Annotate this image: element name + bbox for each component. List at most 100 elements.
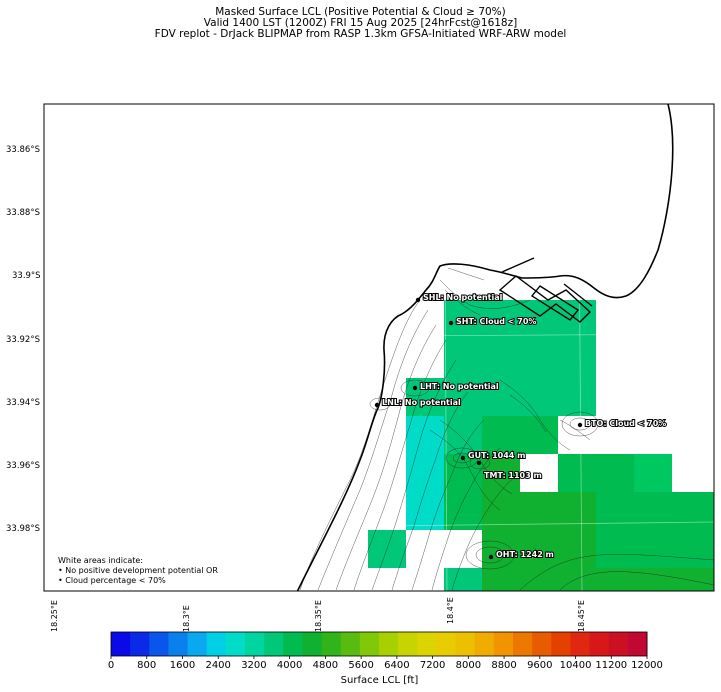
lcl-cell — [634, 454, 672, 492]
lcl-cell — [558, 454, 634, 492]
lon-tick-label: 18.25°E — [50, 600, 59, 632]
colorbar-tick-label: 6400 — [384, 660, 410, 671]
colorbar-swatch — [589, 632, 610, 656]
station-label-lnl: LNL: No potential — [382, 398, 461, 407]
colorbar-swatch — [206, 632, 227, 656]
title-line-2: Valid 1400 LST (1200Z) FRI 15 Aug 2025 [… — [203, 17, 518, 29]
colorbar-frame — [110, 631, 648, 657]
colorbar-swatch — [532, 632, 552, 656]
lcl-cell — [596, 530, 714, 568]
station-label-shl: SHL: No potential — [423, 293, 503, 302]
colorbar-title: Surface LCL [ft] — [340, 675, 419, 686]
lcl-cell — [482, 530, 596, 568]
colorbar-swatch — [283, 632, 303, 656]
lat-tick-label: 33.96°S — [6, 461, 40, 471]
colorbar-tick-label: 9600 — [527, 660, 553, 671]
map-plot-area: SHL: No potential SHT: Cloud < 70% LHT: … — [44, 104, 714, 591]
lon-tick-label: 18.3°E — [182, 605, 191, 632]
colorbar-tick-label: 8800 — [491, 660, 517, 671]
station-dot-sht — [448, 320, 454, 326]
colorbar-swatch — [493, 632, 514, 656]
colorbar-swatch — [513, 632, 533, 656]
colorbar-tick-label: 8000 — [455, 660, 482, 671]
colorbar-swatch — [302, 632, 323, 656]
colorbar-tick-label: 1600 — [169, 660, 196, 671]
station-label-oht: OHT: 1242 m — [496, 550, 554, 559]
harbour-breakwaters — [498, 257, 593, 323]
coastline — [296, 104, 674, 591]
lcl-cell — [482, 568, 714, 591]
colorbar-tick-label: 2400 — [205, 660, 231, 671]
lcl-cell — [596, 492, 714, 530]
station-label-bto: BTO: Cloud < 70% — [585, 419, 666, 428]
station-dot-gut — [460, 455, 466, 461]
station-markers — [374, 297, 583, 560]
colorbar-tick-label: 4800 — [312, 660, 339, 671]
colorbar-swatch — [627, 632, 648, 656]
colorbar-swatch — [436, 632, 457, 656]
lat-tick-label: 33.94°S — [6, 398, 40, 408]
station-label-lht: LHT: No potential — [420, 382, 499, 391]
title-line-1: Masked Surface LCL (Positive Potential &… — [215, 6, 506, 18]
colorbar-swatch — [264, 632, 284, 656]
colorbar-swatch — [321, 632, 342, 656]
lcl-cell — [444, 340, 596, 378]
legend-note-item: • Cloud percentage < 70% — [58, 576, 166, 585]
colorbar-swatch — [570, 632, 591, 656]
station-label-gut: GUT: 1044 m — [468, 451, 525, 460]
colorbar-swatch — [225, 632, 246, 656]
station-dot-shl — [415, 297, 421, 303]
colorbar-swatch — [187, 632, 208, 656]
lat-tick-label: 33.88°S — [6, 208, 40, 218]
colorbar-swatch — [168, 632, 189, 656]
colorbar-tick-label: 4000 — [276, 660, 303, 671]
colorbar-swatch — [111, 632, 131, 656]
lon-tick-label: 18.35°E — [314, 600, 323, 632]
colorbar-tick-label: 11200 — [595, 660, 628, 671]
lat-tick-label: 33.98°S — [6, 524, 40, 534]
colorbar-swatch — [398, 632, 418, 656]
lcl-cell — [444, 416, 482, 454]
colorbar-swatch — [340, 632, 361, 656]
station-label-sht: SHT: Cloud < 70% — [456, 317, 536, 326]
lcl-cell — [482, 416, 558, 454]
map-frame — [43, 103, 715, 592]
lat-tick-label: 33.92°S — [6, 335, 40, 345]
lcl-cell — [444, 454, 482, 530]
station-dot-lnl — [374, 402, 380, 408]
lcl-cell — [482, 492, 596, 530]
title-line-3: FDV replot - DrJack BLIPMAP from RASP 1.… — [154, 28, 567, 40]
station-dot-lht — [412, 385, 418, 391]
lcl-cells — [368, 300, 714, 591]
colorbar-swatch — [551, 632, 571, 656]
colorbar-tick-label: 5600 — [348, 660, 374, 671]
colorbar-tick-label: 7200 — [419, 660, 446, 671]
station-label-tmt: TMT: 1103 m — [484, 471, 542, 480]
colorbar-tick-label: 12000 — [631, 660, 663, 671]
station-dot-tmt — [476, 460, 482, 466]
colorbar-swatch — [245, 632, 265, 656]
colorbar-swatch — [379, 632, 399, 656]
lon-tick-label: 18.4°E — [446, 597, 455, 624]
colorbar-swatch — [474, 632, 495, 656]
colorbar-swatch — [149, 632, 169, 656]
colorbar-swatch — [130, 632, 150, 656]
colorbar-swatch — [608, 632, 629, 656]
colorbar-tick-label: 800 — [137, 660, 157, 671]
lat-tick-label: 33.86°S — [6, 145, 40, 155]
legend-note-item: • No positive development potential OR — [58, 566, 218, 575]
lcl-cell — [444, 378, 596, 416]
colorbar-tick-label: 10400 — [559, 660, 592, 671]
colorbar-tick-label: 3200 — [241, 660, 267, 671]
terrain-contours — [299, 267, 714, 591]
station-dot-oht — [488, 554, 494, 560]
lcl-cell — [444, 568, 482, 591]
colorbar — [110, 631, 648, 659]
lon-tick-label: 18.45°E — [577, 600, 586, 632]
colorbar-swatch — [455, 632, 476, 656]
colorbar-swatch — [359, 632, 380, 656]
station-labels: SHL: No potential SHT: Cloud < 70% LHT: … — [381, 292, 667, 560]
colorbar-swatch — [417, 632, 437, 656]
colorbar-tick-label: 0 — [107, 660, 115, 671]
